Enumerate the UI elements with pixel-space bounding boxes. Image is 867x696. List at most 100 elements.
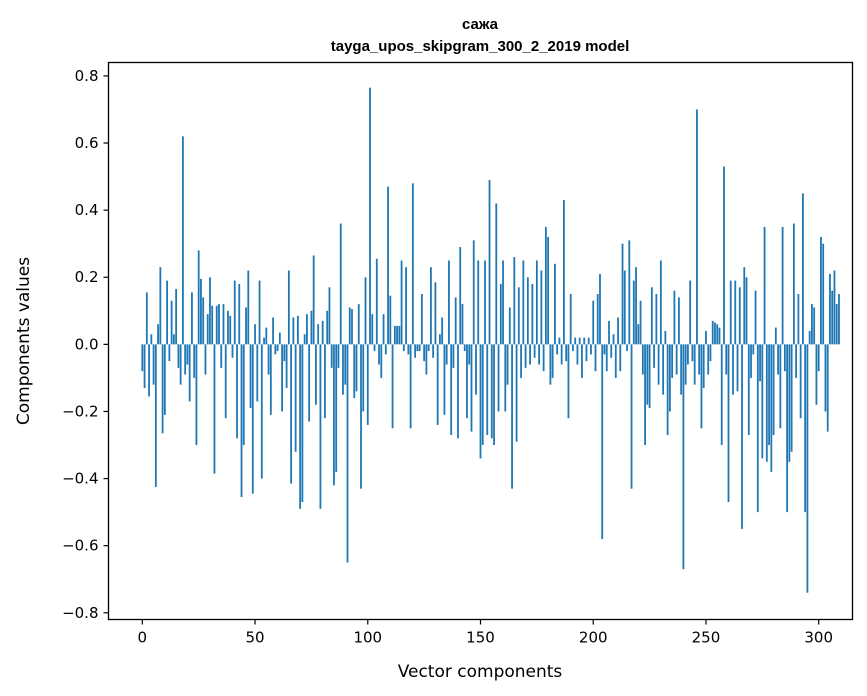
bar-71 (301, 344, 304, 503)
bar-259 (725, 344, 728, 375)
bar-150 (479, 344, 482, 459)
bar-234 (668, 344, 671, 412)
bar-28 (204, 344, 207, 375)
bar-81 (324, 344, 326, 419)
y-tick-label: −0.2 (62, 402, 98, 420)
bar-24 (195, 344, 198, 446)
bar-152 (484, 260, 486, 345)
bar-95 (355, 344, 358, 392)
y-axis-label: Components values (14, 257, 34, 425)
bars (141, 87, 840, 593)
bar-258 (723, 166, 725, 345)
bar-51 (256, 344, 259, 402)
bar-159 (499, 283, 502, 345)
bar-19 (184, 344, 187, 375)
bar-1 (143, 344, 146, 388)
bar-78 (317, 324, 320, 345)
bar-125 (423, 344, 426, 362)
bar-242 (687, 344, 689, 365)
bar-10 (163, 344, 166, 415)
bar-84 (330, 344, 333, 368)
bar-103 (373, 344, 376, 352)
bar-49 (251, 344, 254, 494)
bar-38 (227, 310, 229, 345)
bar-293 (802, 193, 804, 345)
bar-76 (312, 255, 315, 345)
bar-46 (245, 307, 247, 345)
bar-251 (707, 344, 710, 375)
bar-286 (786, 344, 789, 513)
bar-146 (470, 344, 473, 432)
bar-281 (774, 327, 777, 345)
bar-213 (621, 243, 624, 345)
bar-98 (362, 344, 365, 412)
bar-298 (813, 307, 816, 345)
bar-64 (285, 344, 288, 388)
bar-231 (662, 344, 665, 395)
bar-305 (829, 273, 831, 345)
bar-249 (702, 344, 705, 388)
bar-287 (788, 344, 791, 462)
bar-260 (727, 344, 730, 503)
chart-subtitle: tayga_upos_skipgram_300_2_2019 model (331, 38, 630, 55)
bar-164 (511, 344, 513, 489)
bar-285 (783, 344, 786, 372)
bar-292 (799, 344, 802, 419)
bar-160 (502, 260, 504, 345)
bar-143 (463, 344, 466, 352)
bar-170 (524, 344, 527, 368)
bar-111 (391, 344, 394, 429)
x-tick-label: 0 (138, 629, 148, 647)
bar-101 (369, 87, 371, 345)
bar-126 (425, 344, 428, 375)
bar-167 (517, 287, 520, 345)
bar-8 (159, 267, 162, 345)
bar-218 (632, 280, 635, 345)
bar-268 (745, 277, 748, 345)
bar-295 (806, 344, 809, 593)
bar-284 (781, 226, 784, 345)
bar-29 (206, 314, 209, 345)
bar-277 (765, 344, 768, 462)
bar-294 (804, 344, 807, 513)
bar-26 (200, 278, 202, 345)
bar-145 (468, 344, 471, 365)
x-tick-label: 300 (804, 629, 833, 647)
bar-83 (328, 287, 331, 345)
bar-227 (653, 344, 655, 368)
bar-203 (599, 273, 601, 345)
bar-216 (628, 240, 631, 345)
bar-100 (366, 344, 369, 425)
bar-222 (641, 344, 644, 375)
bar-300 (817, 344, 820, 372)
bar-279 (770, 344, 773, 472)
bar-191 (572, 344, 574, 352)
bar-114 (398, 325, 401, 345)
bar-85 (333, 344, 335, 486)
x-axis-ticks: 0 50 100 150 200 250 300 (138, 619, 833, 647)
y-tick-label: 0.2 (75, 268, 99, 286)
bar-158 (497, 344, 500, 412)
bar-105 (378, 344, 380, 365)
bar-237 (675, 344, 678, 375)
bar-140 (457, 344, 459, 439)
bar-244 (691, 344, 694, 362)
bar-225 (648, 344, 651, 409)
bar-54 (263, 337, 265, 345)
y-tick-label: 0.6 (75, 134, 99, 152)
bar-154 (488, 179, 491, 345)
bar-290 (795, 344, 798, 378)
bar-106 (380, 344, 383, 378)
bar-119 (409, 344, 412, 429)
bar-123 (418, 344, 421, 352)
bar-202 (596, 294, 599, 345)
bar-245 (693, 344, 696, 385)
bar-186 (560, 344, 563, 365)
bar-80 (321, 320, 324, 345)
bar-122 (416, 344, 419, 352)
bar-274 (759, 344, 761, 382)
plot-area-frame (107, 61, 854, 621)
bar-70 (299, 344, 302, 509)
bar-276 (763, 226, 766, 345)
bar-91 (346, 344, 349, 563)
